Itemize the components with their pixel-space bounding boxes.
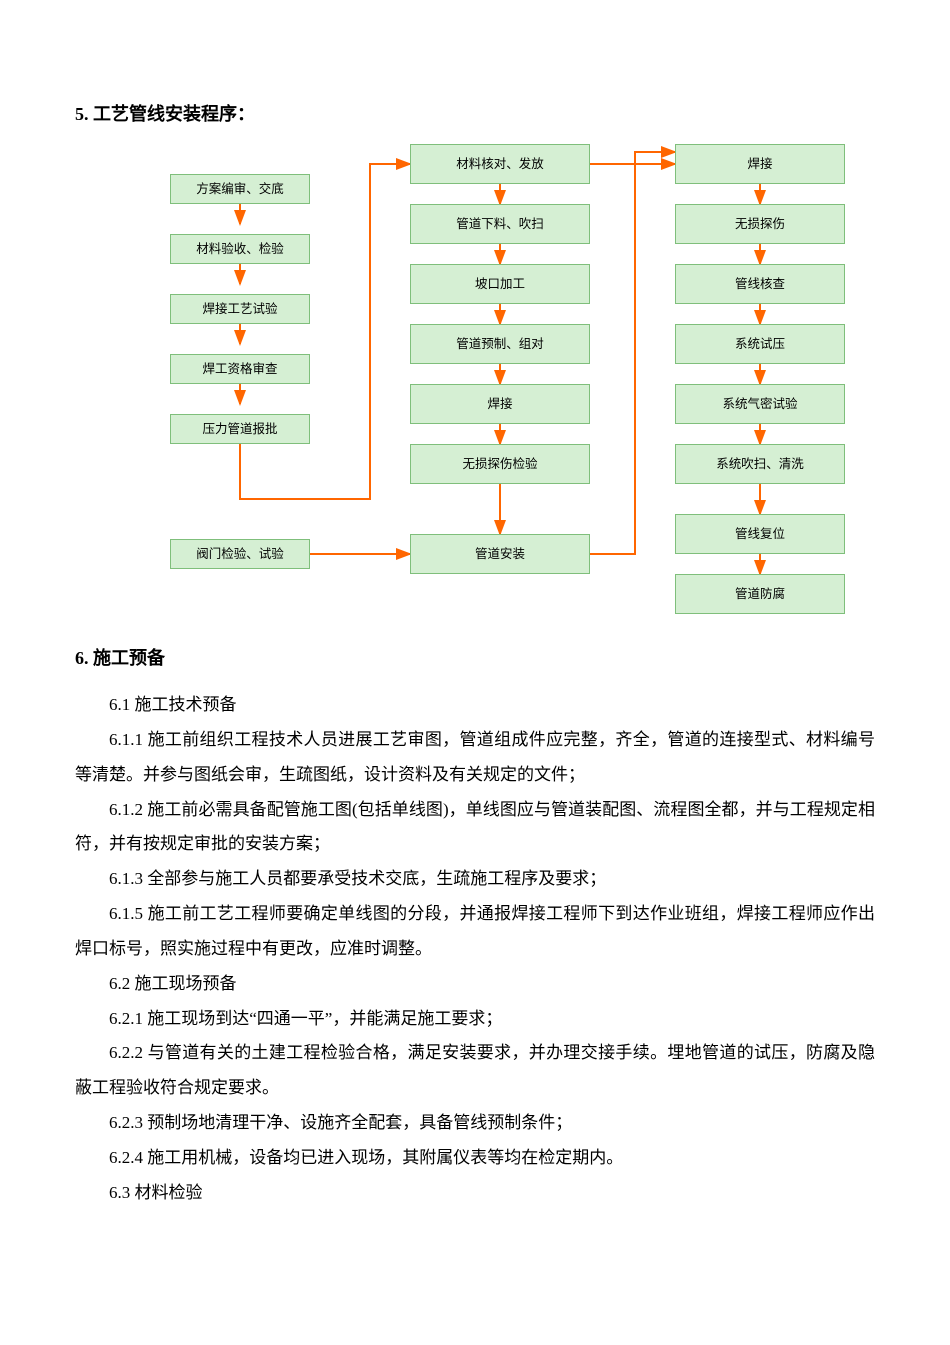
section-5-title: 5. 工艺管线安装程序： [75,100,875,126]
node-ndt3: 无损探伤 [675,204,845,244]
p-6-2-4: 6.2.4 施工用机械，设备均已进入现场，其附属仪表等均在检定期内。 [75,1141,875,1176]
p-6-1-3: 6.1.3 全部参与施工人员都要承受技术交底，生疏施工程序及要求； [75,862,875,897]
node-anticorrosion: 管道防腐 [675,574,845,614]
flowchart-container: 方案编审、交底 材料验收、检验 焊接工艺试验 焊工资格审查 压力管道报批 阀门检… [120,144,880,624]
node-material-accept: 材料验收、检验 [170,234,310,264]
node-pressure-test: 系统试压 [675,324,845,364]
node-pressure-approve: 压力管道报批 [170,414,310,444]
node-weld3: 焊接 [675,144,845,184]
node-line-check: 管线核查 [675,264,845,304]
node-bevel: 坡口加工 [410,264,590,304]
node-ndt: 无损探伤检验 [410,444,590,484]
p-6-2-1: 6.2.1 施工现场到达“四通一平”，并能满足施工要求； [75,1002,875,1037]
section-6-title: 6. 施工预备 [75,644,875,670]
node-welder-qual: 焊工资格审查 [170,354,310,384]
node-material-check: 材料核对、发放 [410,144,590,184]
node-valve-inspect: 阀门检验、试验 [170,539,310,569]
node-weld-test: 焊接工艺试验 [170,294,310,324]
node-weld2: 焊接 [410,384,590,424]
node-reinstate: 管线复位 [675,514,845,554]
p-6-2-3: 6.2.3 预制场地清理干净、设施齐全配套，具备管线预制条件； [75,1106,875,1141]
p-6-1-5: 6.1.5 施工前工艺工程师要确定单线图的分段，并通报焊接工程师下到达作业班组，… [75,897,875,967]
node-purge: 系统吹扫、清洗 [675,444,845,484]
p-6-1: 6.1 施工技术预备 [75,688,875,723]
node-airtight: 系统气密试验 [675,384,845,424]
body-text: 6.1 施工技术预备 6.1.1 施工前组织工程技术人员进展工艺审图，管道组成件… [75,688,875,1211]
node-plan-review: 方案编审、交底 [170,174,310,204]
node-prefab: 管道预制、组对 [410,324,590,364]
p-6-2-2: 6.2.2 与管道有关的土建工程检验合格，满足安装要求，并办理交接手续。埋地管道… [75,1036,875,1106]
p-6-1-2: 6.1.2 施工前必需具备配管施工图(包括单线图)，单线图应与管道装配图、流程图… [75,793,875,863]
p-6-2: 6.2 施工现场预备 [75,967,875,1002]
node-pipe-cut: 管道下料、吹扫 [410,204,590,244]
node-pipe-install: 管道安装 [410,534,590,574]
p-6-1-1: 6.1.1 施工前组织工程技术人员进展工艺审图，管道组成件应完整，齐全，管道的连… [75,723,875,793]
p-6-3: 6.3 材料检验 [75,1176,875,1211]
